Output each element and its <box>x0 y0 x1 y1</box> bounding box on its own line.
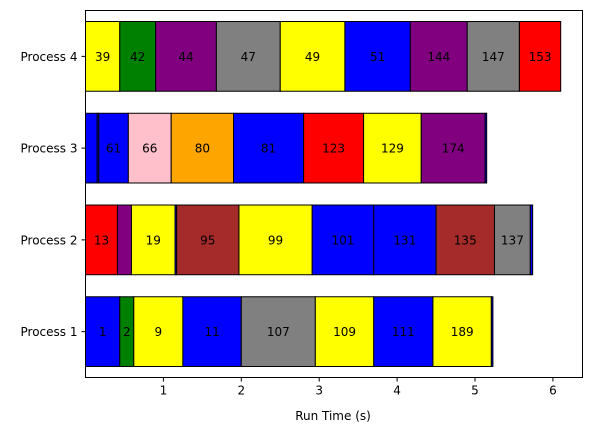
y-tick-label: Process 2 <box>21 233 78 247</box>
segment-label: 135 <box>454 233 477 247</box>
bar-segment <box>303 112 365 184</box>
bar-segment <box>133 296 184 367</box>
bar-segment <box>176 204 240 276</box>
bar-segment <box>518 21 562 92</box>
bar-segment <box>409 21 468 92</box>
x-tick-label: 4 <box>393 384 401 398</box>
bar-segment <box>85 112 98 184</box>
bar-segment <box>529 204 534 276</box>
bar-process-2: 13 19 95 99 101 131 135 137 <box>85 204 534 276</box>
segment-label: 39 <box>95 50 110 64</box>
y-tick-label: Process 4 <box>21 50 78 64</box>
segment-label: 131 <box>393 233 416 247</box>
segment-label: 81 <box>261 142 276 156</box>
segment-label: 153 <box>529 50 552 64</box>
y-tick-label: Process 3 <box>21 142 78 156</box>
bar-segment <box>127 112 172 184</box>
segment-label: 51 <box>370 50 385 64</box>
y-axis: Process 1 Process 2 Process 3 Process 4 <box>21 50 86 339</box>
bar-segment <box>85 296 121 367</box>
x-axis: 1 2 3 4 5 6 <box>160 377 557 398</box>
bar-segment <box>233 112 305 184</box>
bar-segment <box>155 21 217 92</box>
bar-segment <box>466 21 520 92</box>
segment-label: 80 <box>195 142 210 156</box>
segment-label: 13 <box>94 233 109 247</box>
bar-segment <box>490 296 494 367</box>
segment-label: 137 <box>501 233 524 247</box>
segment-label: 109 <box>333 325 356 339</box>
segment-label: 66 <box>142 142 157 156</box>
bar-segment <box>215 21 281 92</box>
bar-segment <box>182 296 242 367</box>
bar-process-3: 61 66 80 81 123 129 174 <box>85 112 488 184</box>
segment-label: 47 <box>241 50 256 64</box>
bar-segment <box>311 204 375 276</box>
x-tick-label: 2 <box>237 384 245 398</box>
bar-segment <box>373 296 434 367</box>
x-tick-label: 1 <box>160 384 168 398</box>
bar-segment <box>130 204 176 276</box>
bar-segment <box>240 296 316 367</box>
bar-segment <box>484 112 488 184</box>
bar-segment <box>314 296 375 367</box>
x-tick-label: 3 <box>315 384 323 398</box>
segment-label: 1 <box>99 325 107 339</box>
segment-label: 11 <box>204 325 219 339</box>
segment-label: 147 <box>482 50 505 64</box>
segment-label: 144 <box>427 50 450 64</box>
bar-segment <box>238 204 313 276</box>
segment-label: 44 <box>178 50 193 64</box>
segment-label: 19 <box>146 233 161 247</box>
bar-process-4: 39 42 44 47 49 51 144 147 153 <box>85 21 562 92</box>
segment-label: 9 <box>155 325 163 339</box>
segment-label: 99 <box>268 233 283 247</box>
bar-process-1: 1 2 9 11 107 109 111 189 <box>85 296 494 367</box>
bar-segment <box>420 112 486 184</box>
y-tick-label: Process 1 <box>21 325 78 339</box>
segment-label: 42 <box>130 50 145 64</box>
x-tick-label: 5 <box>471 384 479 398</box>
segment-label: 101 <box>332 233 355 247</box>
bar-segment <box>85 21 121 92</box>
bar-segment <box>363 112 422 184</box>
bar-segment <box>98 112 129 184</box>
bar-segment <box>435 204 495 276</box>
segment-label: 107 <box>267 325 290 339</box>
x-tick-label: 6 <box>549 384 557 398</box>
segment-label: 2 <box>123 325 131 339</box>
bar-segment <box>432 296 492 367</box>
segment-label: 61 <box>106 142 121 156</box>
segment-label: 49 <box>305 50 320 64</box>
plot-frame <box>85 10 583 378</box>
x-axis-label: Run Time (s) <box>295 409 371 423</box>
bar-segment <box>116 204 132 276</box>
segment-label: 111 <box>392 325 415 339</box>
segment-label: 189 <box>451 325 474 339</box>
segment-label: 174 <box>442 142 465 156</box>
segment-label: 129 <box>381 142 404 156</box>
segment-label: 123 <box>322 142 345 156</box>
segment-label: 95 <box>200 233 215 247</box>
